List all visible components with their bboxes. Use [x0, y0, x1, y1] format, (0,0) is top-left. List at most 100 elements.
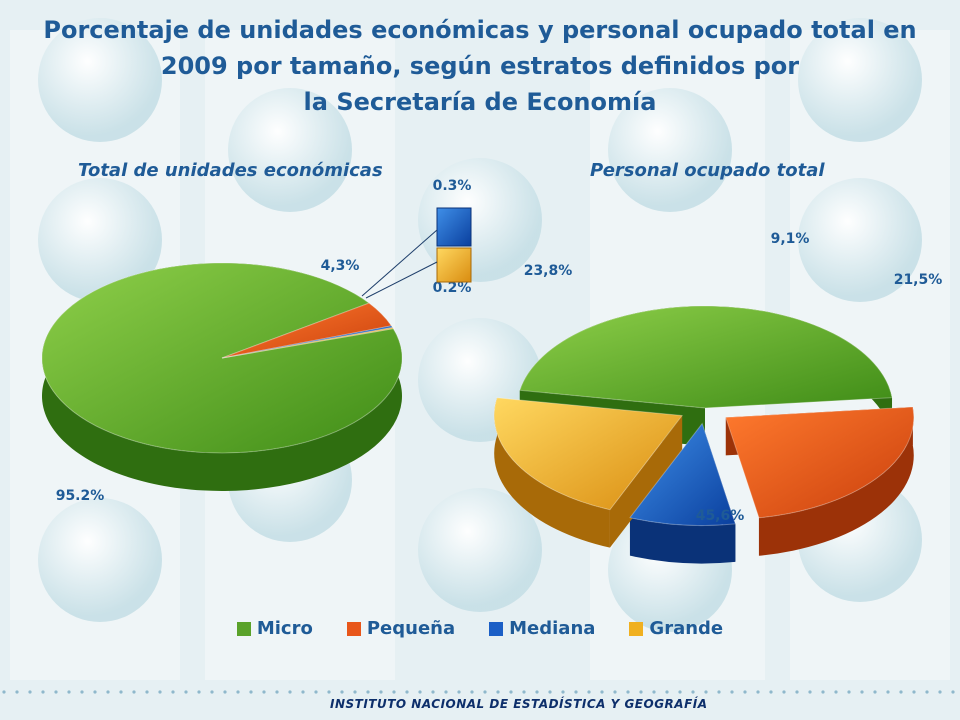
pie2-label-grande: 21,5%	[894, 272, 943, 288]
page-title: Porcentaje de unidades económicas y pers…	[0, 12, 960, 120]
divider-dot	[860, 690, 864, 694]
legend-swatch-micro	[236, 621, 251, 636]
divider-dot	[834, 690, 838, 694]
divider-dot	[80, 690, 84, 694]
divider-dot	[93, 690, 97, 694]
divider-dot	[340, 690, 344, 694]
divider-dot	[691, 690, 695, 694]
divider-dot	[353, 690, 357, 694]
divider-dot	[262, 690, 266, 694]
divider-dot	[67, 690, 71, 694]
legend-swatch-grande	[629, 621, 644, 636]
divider-dot	[795, 690, 799, 694]
divider-dot	[15, 690, 19, 694]
legend: Micro Pequeña Mediana Grande	[0, 618, 960, 639]
divider-dot	[145, 690, 149, 694]
divider-dot	[366, 690, 370, 694]
divider-dot	[626, 690, 630, 694]
legend-label-micro: Micro	[256, 618, 313, 639]
divider-dot	[431, 690, 435, 694]
pie2-side-mediana	[629, 517, 736, 564]
divider-dot	[314, 690, 318, 694]
pie1-slice-mediana	[221, 325, 394, 359]
divider-dot	[444, 690, 448, 694]
legend-swatch-pequeña	[346, 621, 361, 636]
pie1-callout-grande	[436, 247, 472, 283]
divider-dot	[938, 690, 942, 694]
divider-dot	[873, 690, 877, 694]
divider-dot	[717, 690, 721, 694]
divider-dot	[678, 690, 682, 694]
divider-dot	[210, 690, 214, 694]
pie1-callout-mediana	[436, 207, 472, 247]
divider-dot	[249, 690, 253, 694]
footer-institution: INSTITUTO NACIONAL DE ESTADÍSTICA Y GEOG…	[330, 697, 708, 711]
divider-dot	[379, 690, 383, 694]
divider-dot	[782, 690, 786, 694]
legend-item-grande: Grande	[629, 618, 723, 639]
pie2-side-grande	[494, 397, 610, 548]
pie2-side-pequeña	[758, 407, 914, 556]
divider-dot	[613, 690, 617, 694]
divider-dot	[41, 690, 45, 694]
pie1-label-pequeña: 4,3%	[321, 258, 360, 274]
divider-dot	[639, 690, 643, 694]
divider-dot	[132, 690, 136, 694]
pie1-label-micro: 95.2%	[56, 488, 105, 504]
divider-dot	[288, 690, 292, 694]
divider-dot	[223, 690, 227, 694]
pie2-slice-grande	[493, 397, 684, 511]
divider-dot	[457, 690, 461, 694]
divider-dot	[561, 690, 565, 694]
pie1-slice-micro	[41, 262, 403, 454]
divider-dot	[912, 690, 916, 694]
divider-dot	[28, 690, 32, 694]
divider-dot	[535, 690, 539, 694]
divider-dot	[418, 690, 422, 694]
divider-dot	[821, 690, 825, 694]
divider-dot	[496, 690, 500, 694]
pie1-slice-pequeña	[221, 302, 393, 359]
divider-dot	[847, 690, 851, 694]
divider-dot	[886, 690, 890, 694]
divider-dot	[327, 690, 331, 694]
divider-dot	[769, 690, 773, 694]
divider-dot	[587, 690, 591, 694]
divider-dot	[470, 690, 474, 694]
pie1-leader-line-2	[365, 261, 438, 299]
divider-dot	[275, 690, 279, 694]
divider-dot	[925, 690, 929, 694]
divider-dot	[2, 690, 6, 694]
divider-dot	[119, 690, 123, 694]
divider-dot	[54, 690, 58, 694]
divider-dot	[652, 690, 656, 694]
legend-item-micro: Micro	[236, 618, 313, 639]
chart-1-title: Total de unidades económicas	[78, 160, 383, 181]
pie2-wall-grande	[609, 415, 683, 548]
pie2-slice-pequeña	[725, 406, 915, 519]
pie1-label-grande: 0.2%	[433, 280, 472, 296]
title-line-1: Porcentaje de unidades económicas y pers…	[43, 16, 917, 44]
divider-dot	[301, 690, 305, 694]
pie2-label-mediana: 9,1%	[771, 231, 810, 247]
divider-dot	[184, 690, 188, 694]
pie2-label-pequeña: 23,8%	[524, 263, 573, 279]
chart-2-title: Personal ocupado total	[590, 160, 825, 181]
dotted-divider	[2, 690, 955, 694]
divider-dot	[756, 690, 760, 694]
divider-dot	[600, 690, 604, 694]
legend-item-mediana: Mediana	[489, 618, 595, 639]
divider-dot	[548, 690, 552, 694]
divider-dot	[574, 690, 578, 694]
legend-label-grande: Grande	[649, 618, 724, 639]
divider-dot	[704, 690, 708, 694]
divider-dot	[665, 690, 669, 694]
pie2-slice-mediana	[629, 422, 737, 527]
divider-dot	[522, 690, 526, 694]
divider-dot	[509, 690, 513, 694]
divider-dot	[106, 690, 110, 694]
legend-label-pequeña: Pequeña	[366, 618, 456, 639]
divider-dot	[743, 690, 747, 694]
pie1-leader-line-1	[361, 229, 438, 297]
